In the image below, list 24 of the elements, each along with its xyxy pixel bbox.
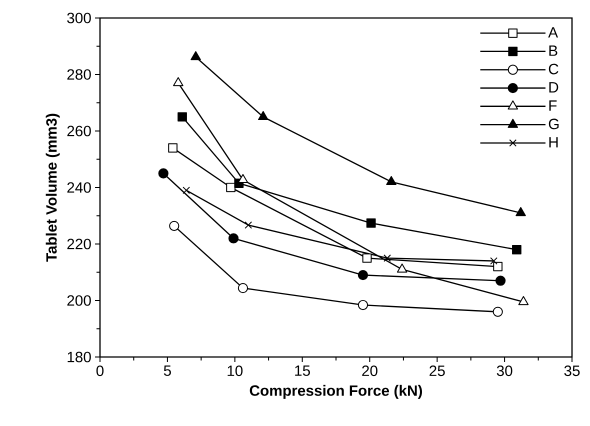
x-tick-label: 25 <box>430 365 445 376</box>
x-tick-label: 15 <box>295 366 310 376</box>
y-axis-title: Tablet Volume (mm3) <box>46 114 60 262</box>
y-tick-label: 300 <box>67 12 91 24</box>
y-tick-label: 200 <box>67 295 91 306</box>
y-tick-label: 220 <box>67 238 91 250</box>
legend-label: D <box>549 82 558 92</box>
y-tick-label: 260 <box>67 126 91 136</box>
y-tick-label: 280 <box>67 69 91 80</box>
y-tick-label: 240 <box>67 182 91 193</box>
legend-label: C <box>548 64 558 74</box>
x-tick-label: 30 <box>496 365 512 376</box>
x-tick-label: 0 <box>96 365 104 376</box>
y-tick-label: 180 <box>68 352 91 362</box>
x-tick-label: 20 <box>362 365 378 376</box>
legend-label: H <box>549 137 558 148</box>
legend-label: F <box>549 100 557 111</box>
legend-label: B <box>549 46 558 56</box>
x-tick-label: 5 <box>164 366 171 376</box>
x-tick-label: 10 <box>228 365 243 376</box>
x-tick-label: 35 <box>564 365 580 376</box>
legend-label: G <box>548 118 559 130</box>
x-axis-title: Compression Force (kN) <box>250 384 422 399</box>
legend-label: A <box>548 27 558 38</box>
